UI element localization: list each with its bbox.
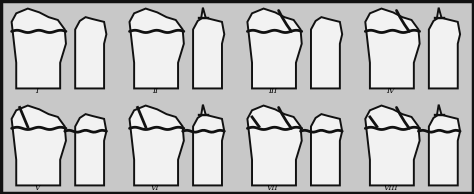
Polygon shape xyxy=(247,9,302,88)
Text: VII: VII xyxy=(267,184,279,192)
Polygon shape xyxy=(429,17,460,88)
Polygon shape xyxy=(429,114,460,185)
Text: VI: VI xyxy=(151,184,159,192)
Polygon shape xyxy=(193,114,224,185)
Text: IV: IV xyxy=(386,87,395,95)
Text: VIII: VIII xyxy=(383,184,398,192)
Polygon shape xyxy=(311,114,342,185)
Text: V: V xyxy=(34,184,40,192)
Polygon shape xyxy=(193,17,224,88)
Polygon shape xyxy=(129,106,184,185)
Polygon shape xyxy=(437,105,442,115)
Polygon shape xyxy=(201,8,206,18)
Polygon shape xyxy=(311,17,342,88)
Polygon shape xyxy=(75,17,106,88)
Polygon shape xyxy=(247,106,302,185)
Polygon shape xyxy=(365,9,419,88)
Text: I: I xyxy=(36,87,38,95)
Polygon shape xyxy=(12,106,66,185)
Polygon shape xyxy=(365,106,419,185)
Polygon shape xyxy=(75,114,106,185)
Text: III: III xyxy=(268,87,277,95)
Polygon shape xyxy=(12,9,66,88)
Polygon shape xyxy=(437,8,442,18)
Text: II: II xyxy=(152,87,158,95)
Polygon shape xyxy=(201,105,206,115)
Polygon shape xyxy=(129,9,184,88)
